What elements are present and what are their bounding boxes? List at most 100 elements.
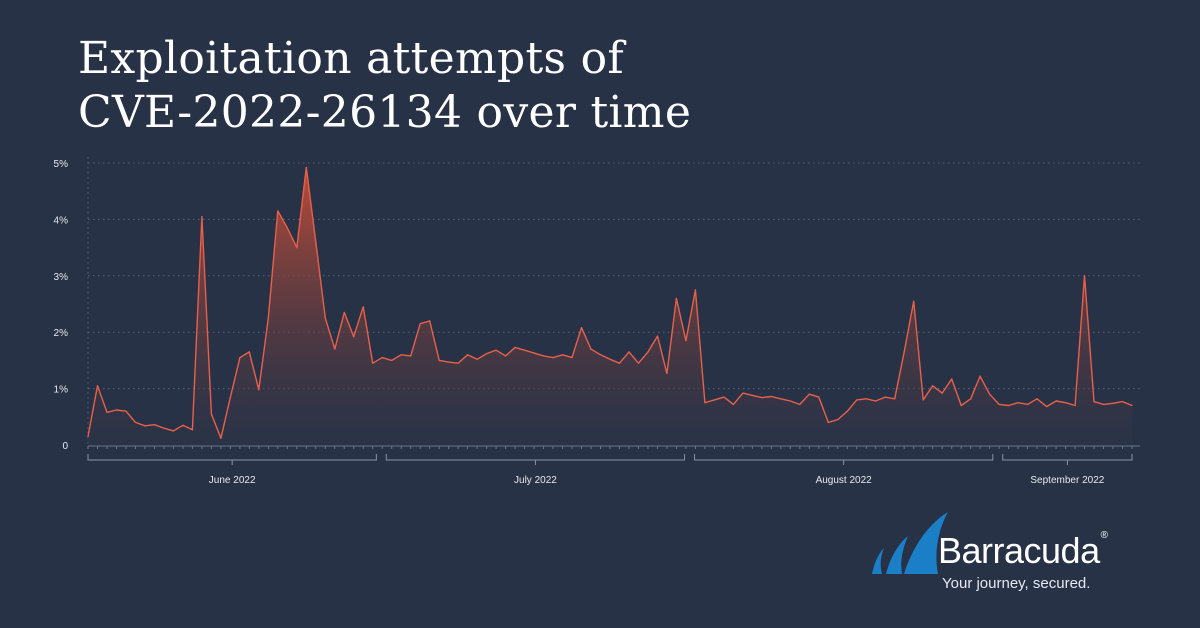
data-point: [979, 375, 981, 377]
data-point: [267, 317, 269, 319]
data-point: [514, 346, 516, 348]
data-point: [438, 359, 440, 361]
shark-fin-medium-icon: [886, 536, 908, 574]
data-point: [571, 357, 573, 359]
data-point: [106, 411, 108, 413]
data-point: [552, 357, 554, 359]
y-axis-tick-labels: 0 1% 2% 3% 4% 5%: [54, 159, 69, 452]
data-point: [1046, 406, 1048, 408]
y-tick-label: 4%: [54, 215, 69, 226]
barracuda-logo-icon: [872, 512, 948, 574]
data-point: [1131, 404, 1133, 407]
data-point: [599, 354, 602, 356]
data-point: [381, 357, 383, 359]
data-point: [675, 297, 678, 299]
data-point: [1121, 401, 1124, 403]
data-point: [666, 372, 668, 374]
data-point: [989, 393, 991, 395]
data-point: [732, 403, 735, 405]
data-point: [353, 336, 355, 338]
x-axis: [87, 445, 1140, 449]
data-point: [913, 300, 915, 302]
data-point: [343, 311, 345, 314]
data-point: [1027, 403, 1029, 405]
data-point: [656, 335, 659, 337]
data-point: [201, 216, 203, 218]
shark-fin-small-icon: [872, 548, 884, 574]
data-point: [609, 358, 611, 360]
data-point: [713, 399, 716, 401]
data-point: [315, 241, 317, 243]
data-point: [694, 289, 697, 291]
month-label: July 2022: [514, 475, 557, 486]
shark-fin-large-icon: [904, 512, 948, 574]
series-group: [87, 166, 1133, 445]
data-point: [884, 396, 886, 398]
month-label: August 2022: [816, 475, 873, 486]
data-point: [96, 385, 99, 387]
month-brackets: June 2022 July 2022 August 2022 September 2…: [87, 454, 1133, 486]
data-point: [827, 421, 829, 423]
data-point: [941, 392, 943, 394]
data-point: [951, 378, 953, 380]
data-point: [172, 430, 174, 432]
data-point: [922, 399, 924, 401]
data-point: [1036, 398, 1038, 400]
registered-mark: ®: [1100, 530, 1108, 541]
data-point: [115, 409, 118, 411]
data-point: [1055, 400, 1057, 402]
data-point: [903, 351, 905, 353]
data-point: [372, 362, 374, 364]
y-tick-label: 0: [62, 441, 68, 452]
data-point: [87, 435, 89, 438]
data-point: [134, 421, 137, 423]
data-point: [1065, 402, 1067, 404]
data-point: [334, 348, 336, 350]
data-point: [505, 355, 507, 357]
data-point: [1093, 401, 1095, 403]
data-point: [429, 320, 431, 322]
data-point: [286, 227, 288, 229]
data-point: [229, 396, 231, 398]
data-point: [846, 410, 848, 412]
data-point: [258, 389, 260, 391]
data-point: [391, 359, 393, 361]
data-point: [476, 358, 478, 360]
data-point: [400, 354, 402, 356]
chart-title-line-1: Exploitation attempts of: [78, 33, 624, 84]
data-point: [590, 348, 592, 350]
data-point: [1112, 402, 1114, 404]
data-point: [296, 247, 298, 249]
data-point: [742, 392, 744, 394]
data-point: [875, 400, 877, 402]
data-point: [960, 404, 962, 407]
data-point: [561, 354, 564, 356]
data-point: [305, 166, 307, 169]
chart-title-line-2: CVE-2022-26134 over time: [78, 87, 692, 138]
data-point: [324, 317, 326, 319]
data-point: [163, 427, 165, 429]
data-point: [524, 349, 526, 351]
chart-title: Exploitation attempts of CVE-2022-26134 …: [78, 32, 691, 140]
data-point: [580, 327, 583, 329]
data-point: [239, 357, 241, 359]
y-tick-label: 5%: [54, 159, 69, 170]
data-point: [818, 396, 820, 398]
data-point: [837, 419, 839, 421]
data-point: [362, 306, 364, 308]
data-point: [277, 210, 279, 212]
data-point: [808, 393, 810, 395]
data-point: [220, 437, 222, 439]
month-bracket: [694, 454, 994, 461]
data-point: [1008, 404, 1010, 407]
month-label: June 2022: [209, 475, 256, 486]
data-point: [486, 353, 488, 355]
data-point: [704, 402, 706, 404]
month-bracket: [87, 454, 377, 461]
data-point: [685, 340, 687, 342]
data-point: [1074, 404, 1076, 407]
data-point: [1102, 403, 1105, 405]
brand-name: Barracuda®: [938, 530, 1108, 572]
data-point: [419, 323, 421, 325]
data-point: [780, 398, 782, 400]
